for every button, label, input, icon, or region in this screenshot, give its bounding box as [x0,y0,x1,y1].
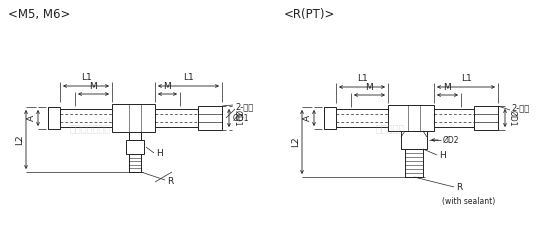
Text: R: R [167,176,173,186]
Text: M: M [444,83,452,92]
Text: ØD1: ØD1 [233,113,250,123]
Text: L1: L1 [81,73,92,82]
Text: ØD2: ØD2 [443,135,459,145]
Bar [112,104,155,132]
Text: L1: L1 [183,73,194,82]
Text: <R(PT)>: <R(PT)> [284,8,336,21]
Bar [401,131,427,149]
Text: 无锡露意五金机: 无锡露意五金机 [70,123,110,133]
Text: M: M [163,82,171,91]
Text: L2: L2 [291,137,300,147]
Text: 2-管径: 2-管径 [511,103,529,113]
Text: L1: L1 [357,74,368,83]
Bar [126,140,144,154]
Bar [405,149,423,177]
Bar [48,107,60,129]
Bar [324,107,336,129]
Bar [474,106,498,130]
Bar [129,132,141,140]
Text: 2-管径: 2-管径 [235,102,253,111]
Bar [198,106,222,130]
Bar [388,105,434,131]
Text: H: H [439,151,446,161]
Bar [129,154,141,172]
Text: L2: L2 [15,134,24,145]
Text: M: M [365,83,373,92]
Text: M: M [89,82,97,91]
Text: H: H [156,150,163,158]
Text: (with sealant): (with sealant) [442,197,495,206]
Text: R: R [456,183,462,193]
Text: 电有限公司: 电有限公司 [375,123,405,133]
Text: ØD1: ØD1 [508,110,517,126]
Text: <M5, M6>: <M5, M6> [8,8,70,21]
Text: A: A [27,115,36,121]
Text: A: A [303,115,312,121]
Text: L1: L1 [460,74,471,83]
Text: ØD1: ØD1 [233,110,242,126]
